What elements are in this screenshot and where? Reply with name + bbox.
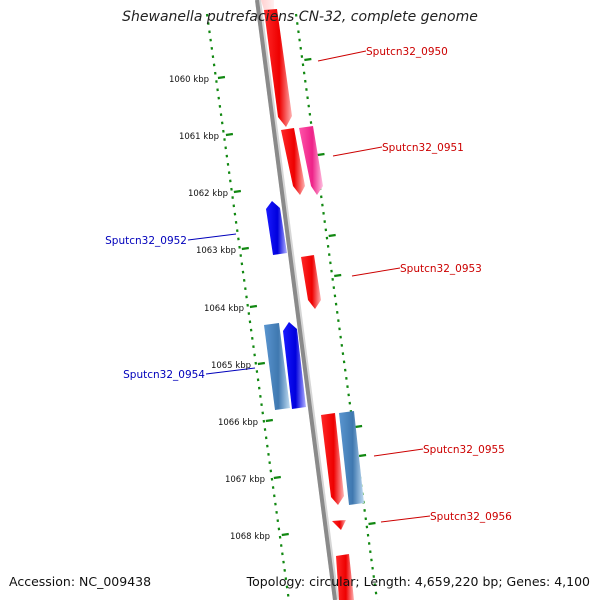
gene-arrow-sputcn32-0953[interactable] (301, 255, 321, 309)
kbp-tick (233, 189, 242, 194)
leader-sputcn32-0952 (187, 233, 237, 241)
gene-arrow-sputcn32-0954b[interactable] (283, 322, 306, 409)
leader-sputcn32-0956 (380, 515, 431, 523)
scale-label-1067: 1067 kbp (225, 475, 265, 485)
kbp-tick (217, 75, 226, 80)
leader-sputcn32-0953 (351, 267, 401, 277)
scale-label-1061: 1061 kbp (179, 132, 219, 142)
inner-ring-dots (205, 13, 290, 597)
gene-arrow-sputcn32-0951a[interactable] (281, 128, 305, 195)
gene-label-sputcn32-0956[interactable]: Sputcn32_0956 (430, 511, 512, 523)
kbp-tick (304, 57, 312, 62)
kbp-tick (257, 361, 266, 366)
kbp-tick (249, 304, 258, 309)
scale-ticks (217, 57, 376, 537)
kbp-tick (368, 521, 376, 526)
gene-arrow-sputcn32-0955a[interactable] (321, 413, 344, 505)
gene-label-sputcn32-0954[interactable]: Sputcn32_0954 (123, 369, 205, 381)
scale-label-1064: 1064 kbp (204, 304, 244, 314)
gene-arrow-sputcn32-0956[interactable] (332, 520, 346, 530)
scale-label-1066: 1066 kbp (218, 418, 258, 428)
scale-label-1063: 1063 kbp (196, 246, 236, 256)
leader-sputcn32-0951 (332, 146, 383, 157)
topology-label: Topology: circular; Length: 4,659,220 bp… (246, 574, 590, 589)
gene-label-sputcn32-0951[interactable]: Sputcn32_0951 (382, 142, 464, 154)
outer-ring-dots (294, 13, 379, 600)
gene-features (261, 0, 364, 600)
scale-label-1062: 1062 kbp (188, 189, 228, 199)
leader-sputcn32-0950 (317, 50, 367, 62)
gene-labels: Sputcn32_0950 Sputcn32_0951 Sputcn32_095… (105, 46, 512, 523)
gene-arrow-sputcn32-0952[interactable] (266, 201, 287, 255)
gene-label-sputcn32-0953[interactable]: Sputcn32_0953 (400, 263, 482, 275)
leader-sputcn32-0955 (373, 448, 424, 457)
gene-label-sputcn32-0955[interactable]: Sputcn32_0955 (423, 444, 505, 456)
gene-arrow-sputcn32-0950[interactable] (264, 9, 292, 127)
kbp-tick (317, 152, 325, 157)
kbp-tick (281, 532, 289, 537)
kbp-tick (225, 132, 234, 137)
accession-label: Accession: NC_009438 (9, 574, 152, 589)
genome-title: Shewanella putrefaciens CN-32, complete … (122, 9, 478, 25)
kbp-tick (358, 453, 367, 458)
scale-label-1068: 1068 kbp (230, 532, 270, 542)
gene-arrow-bottom-partial[interactable] (336, 554, 354, 600)
kbp-tick (265, 418, 273, 423)
gene-label-sputcn32-0950[interactable]: Sputcn32_0950 (366, 46, 448, 58)
kbp-tick (273, 475, 281, 480)
gene-arrow-sputcn32-0955b[interactable] (339, 411, 364, 505)
kbp-tick (241, 246, 249, 251)
genome-backbone (255, 0, 337, 600)
genome-backbone-group (255, 0, 339, 600)
gene-label-sputcn32-0952[interactable]: Sputcn32_0952 (105, 235, 187, 247)
gene-arrow-top-partial[interactable] (261, 0, 274, 10)
leader-sputcn32-0954 (205, 367, 256, 375)
gene-arrow-sputcn32-0951b[interactable] (299, 126, 323, 195)
scale-label-1060: 1060 kbp (169, 75, 209, 85)
kbp-tick (328, 233, 336, 238)
label-leaders (187, 50, 431, 523)
gene-arrow-sputcn32-0954a[interactable] (264, 323, 290, 410)
scale-label-1065: 1065 kbp (211, 361, 251, 371)
scale-labels: 1060 kbp 1061 kbp 1062 kbp 1063 kbp 1064… (169, 75, 270, 542)
kbp-tick (354, 424, 363, 429)
kbp-tick (334, 273, 342, 278)
